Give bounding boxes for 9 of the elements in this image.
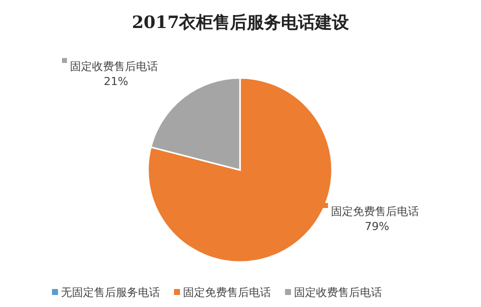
legend-item: 固定免费售后电话 [174,286,271,299]
pie-slice [147,77,333,263]
data-label: 21% [104,75,128,88]
data-label: 79% [364,220,390,233]
legend-label: 固定收费售后电话 [70,60,158,73]
legend-label: 固定免费售后电话 [331,205,419,218]
legend-item: 固定收费售后电话 [285,286,382,299]
legend-item: 无固定售后服务电话 [52,286,160,299]
chart-title: 2017衣柜售后服务电话建设 [132,13,350,33]
